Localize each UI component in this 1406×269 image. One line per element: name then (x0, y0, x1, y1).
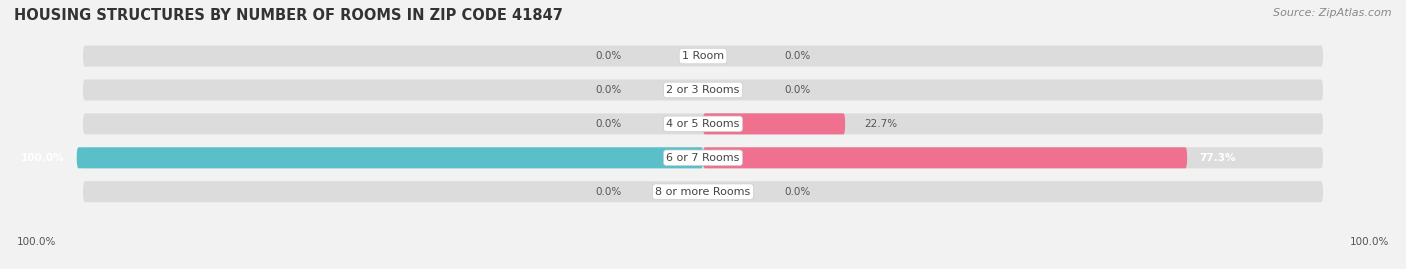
FancyBboxPatch shape (83, 147, 1323, 168)
Text: 0.0%: 0.0% (595, 119, 621, 129)
Text: 0.0%: 0.0% (595, 85, 621, 95)
Text: 100.0%: 100.0% (17, 238, 56, 247)
Text: 2 or 3 Rooms: 2 or 3 Rooms (666, 85, 740, 95)
Text: 6 or 7 Rooms: 6 or 7 Rooms (666, 153, 740, 163)
Text: HOUSING STRUCTURES BY NUMBER OF ROOMS IN ZIP CODE 41847: HOUSING STRUCTURES BY NUMBER OF ROOMS IN… (14, 8, 562, 23)
Text: 8 or more Rooms: 8 or more Rooms (655, 187, 751, 197)
Text: 77.3%: 77.3% (1199, 153, 1236, 163)
Text: 0.0%: 0.0% (785, 85, 811, 95)
Text: 0.0%: 0.0% (595, 187, 621, 197)
FancyBboxPatch shape (703, 113, 845, 134)
FancyBboxPatch shape (83, 113, 1323, 134)
Text: 22.7%: 22.7% (863, 119, 897, 129)
Text: 0.0%: 0.0% (595, 51, 621, 61)
FancyBboxPatch shape (77, 147, 703, 168)
Text: 100.0%: 100.0% (1350, 238, 1389, 247)
Text: 4 or 5 Rooms: 4 or 5 Rooms (666, 119, 740, 129)
FancyBboxPatch shape (703, 147, 1187, 168)
Text: 100.0%: 100.0% (21, 153, 65, 163)
Text: 0.0%: 0.0% (785, 187, 811, 197)
FancyBboxPatch shape (83, 181, 1323, 202)
Text: 0.0%: 0.0% (785, 51, 811, 61)
Text: Source: ZipAtlas.com: Source: ZipAtlas.com (1274, 8, 1392, 18)
FancyBboxPatch shape (83, 45, 1323, 66)
Text: 1 Room: 1 Room (682, 51, 724, 61)
FancyBboxPatch shape (83, 79, 1323, 101)
